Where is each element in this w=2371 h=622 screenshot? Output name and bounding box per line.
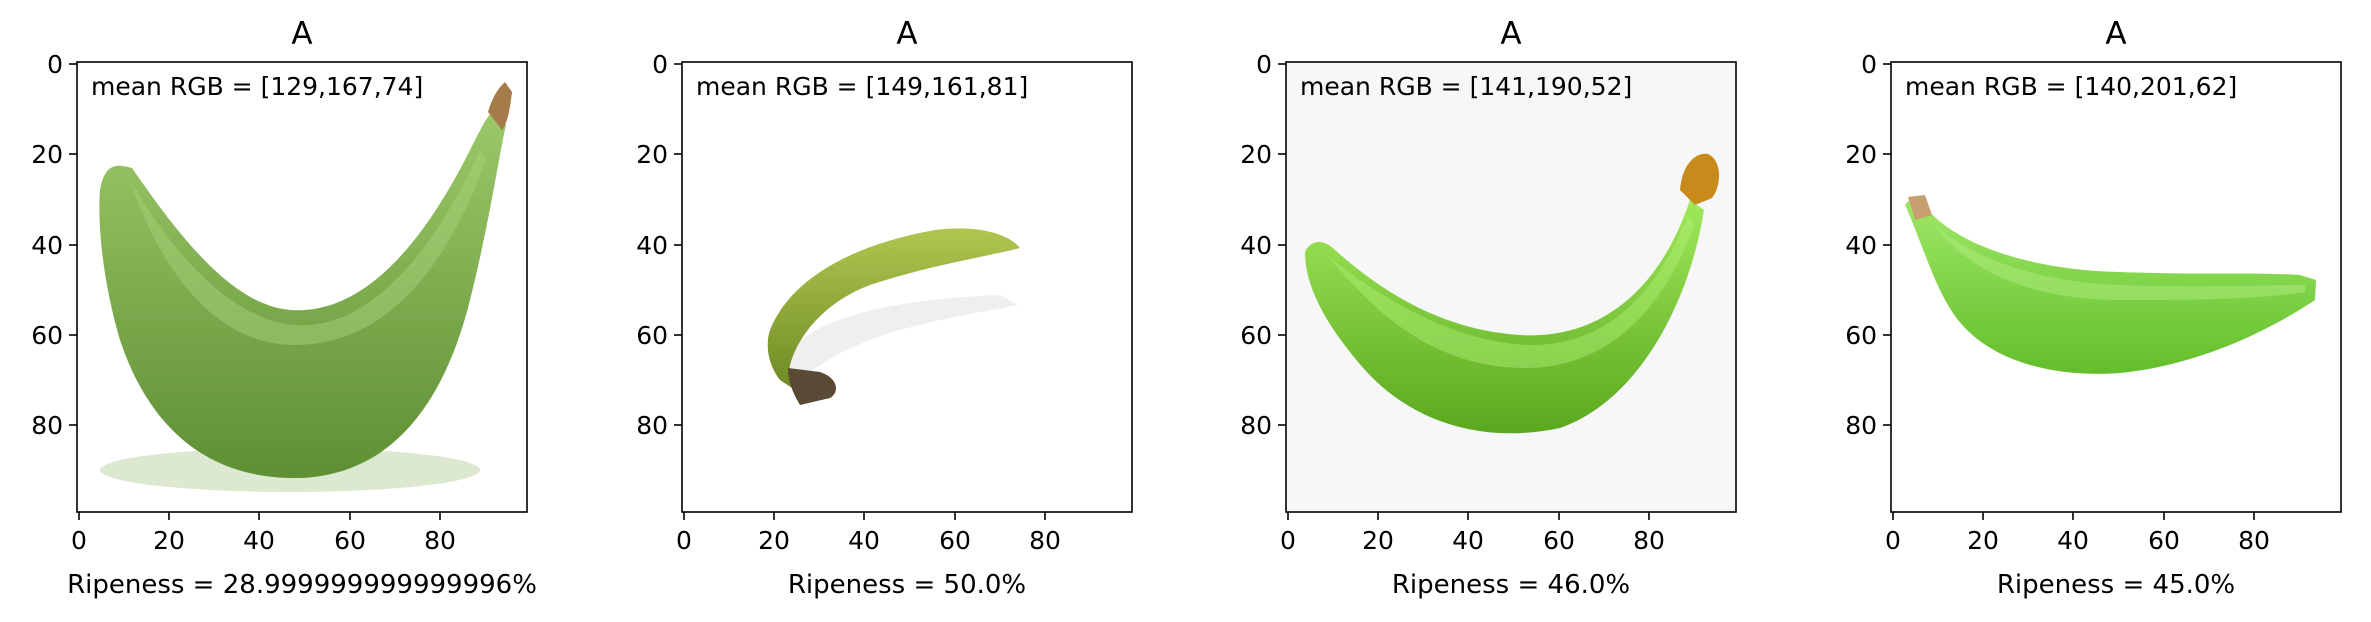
- banana-stem: [788, 368, 836, 405]
- y-tick-label: 80: [1845, 411, 1877, 440]
- x-tick-label: 20: [1362, 526, 1394, 555]
- subplot-title: A: [1500, 16, 1521, 52]
- ripeness-label: Ripeness = 45.0%: [1997, 570, 2235, 600]
- banana-body: [1305, 200, 1704, 434]
- y-tick-label: 40: [636, 231, 668, 260]
- x-tick-label: 60: [1543, 526, 1575, 555]
- x-tick-label: 80: [424, 526, 456, 555]
- x-tick-label: 60: [2148, 526, 2180, 555]
- y-axis: 0 20 40 60 80: [31, 50, 77, 440]
- y-tick-label: 0: [1256, 50, 1272, 79]
- x-axis: 0 20 40 60 80: [1280, 512, 1665, 555]
- banana-highlight: [1330, 215, 1694, 368]
- banana-body: [99, 112, 506, 479]
- x-tick-label: 0: [1885, 526, 1901, 555]
- y-tick-label: 20: [636, 140, 668, 169]
- subplot-title: A: [2105, 16, 2126, 52]
- y-axis: 0 20 40 60 80: [1240, 50, 1286, 440]
- mean-rgb-annotation: mean RGB = [140,201,62]: [1905, 72, 2237, 101]
- x-tick-label: 20: [758, 526, 790, 555]
- banana-highlight: [130, 150, 486, 345]
- mean-rgb-annotation: mean RGB = [141,190,52]: [1300, 72, 1632, 101]
- x-tick-label: 0: [1280, 526, 1296, 555]
- banana-stem: [1680, 153, 1720, 205]
- subplot-4: A mean RGB = [140,201,62] 0 20 40 60 80: [1845, 16, 2342, 600]
- subplot-title: A: [896, 16, 917, 52]
- banana-image: [1905, 195, 2316, 374]
- x-tick-label: 40: [848, 526, 880, 555]
- y-axis: 0 20 40 60 80: [636, 50, 682, 440]
- banana-image: [767, 228, 1020, 405]
- mean-rgb-annotation: mean RGB = [129,167,74]: [91, 72, 423, 101]
- banana-shadow: [775, 295, 1018, 380]
- x-tick-label: 40: [1452, 526, 1484, 555]
- x-tick-label: 40: [2057, 526, 2089, 555]
- ripeness-label: Ripeness = 28.999999999999996%: [67, 570, 537, 600]
- banana-image: [99, 82, 512, 492]
- subplot-2: A mean RGB = [149,161,81] 0 20 40 60 80: [636, 16, 1133, 600]
- y-tick-label: 60: [636, 321, 668, 350]
- x-tick-label: 80: [2238, 526, 2270, 555]
- y-tick-label: 80: [636, 411, 668, 440]
- axes-frame: [1285, 61, 1737, 513]
- x-tick-label: 60: [334, 526, 366, 555]
- x-tick-label: 60: [939, 526, 971, 555]
- x-axis: 0 20 40 60 80: [1885, 512, 2270, 555]
- x-axis: 0 20 40 60 80: [676, 512, 1061, 555]
- banana-highlight: [1935, 225, 2305, 300]
- ripeness-label: Ripeness = 50.0%: [788, 570, 1026, 600]
- x-axis: 0 20 40 60 80: [71, 512, 456, 555]
- y-tick-label: 20: [1845, 140, 1877, 169]
- y-tick-label: 40: [31, 231, 63, 260]
- mean-rgb-annotation: mean RGB = [149,161,81]: [696, 72, 1028, 101]
- x-tick-label: 80: [1029, 526, 1061, 555]
- y-axis: 0 20 40 60 80: [1845, 50, 1891, 440]
- axes-frame: [76, 61, 528, 513]
- x-tick-label: 20: [153, 526, 185, 555]
- subplot-3: A mean RGB = [141,190,52] 0 20 40 60 80: [1240, 16, 1737, 600]
- y-tick-label: 0: [1861, 50, 1877, 79]
- axes-frame: [681, 61, 1133, 513]
- y-tick-label: 60: [1845, 321, 1877, 350]
- x-tick-label: 0: [676, 526, 692, 555]
- y-tick-label: 20: [31, 140, 63, 169]
- y-tick-label: 40: [1845, 231, 1877, 260]
- banana-body: [1905, 199, 2316, 374]
- subplot-title: A: [291, 16, 312, 52]
- y-tick-label: 80: [1240, 411, 1272, 440]
- banana-stem: [488, 82, 512, 130]
- y-tick-label: 20: [1240, 140, 1272, 169]
- banana-body: [767, 228, 1020, 390]
- x-tick-label: 80: [1633, 526, 1665, 555]
- ripeness-label: Ripeness = 46.0%: [1392, 570, 1630, 600]
- image-background: [682, 62, 1132, 512]
- y-tick-label: 60: [1240, 321, 1272, 350]
- y-tick-label: 0: [47, 50, 63, 79]
- subplot-1: A mean RGB = [129,167,74] 0 20 40 60 80: [31, 16, 537, 600]
- y-tick-label: 0: [652, 50, 668, 79]
- banana-image: [1305, 153, 1720, 434]
- y-tick-label: 40: [1240, 231, 1272, 260]
- axes-frame: [1890, 61, 2342, 513]
- banana-stem: [1908, 195, 1932, 220]
- y-tick-label: 80: [31, 411, 63, 440]
- x-tick-label: 0: [71, 526, 87, 555]
- x-tick-label: 20: [1967, 526, 1999, 555]
- x-tick-label: 40: [243, 526, 275, 555]
- y-tick-label: 60: [31, 321, 63, 350]
